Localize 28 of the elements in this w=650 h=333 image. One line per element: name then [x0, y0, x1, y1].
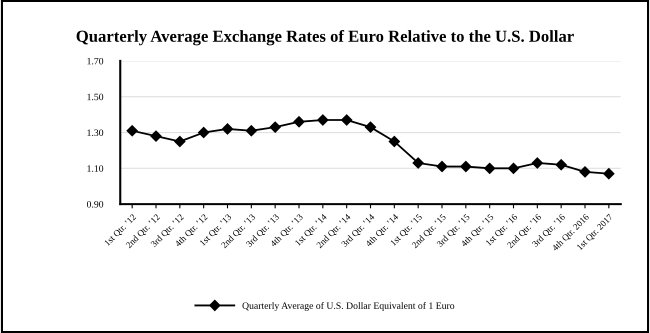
point	[150, 130, 162, 142]
y-tick-label: 0.90	[86, 201, 104, 208]
point	[270, 122, 281, 133]
point	[532, 157, 543, 169]
point	[460, 160, 472, 172]
legend-label: Quarterly Average of U.S. Dollar Equivalent of 1 Euro	[242, 302, 454, 311]
y-tick-label: 1.10	[87, 165, 104, 172]
point	[174, 136, 186, 148]
point	[317, 114, 328, 126]
y-tick-label: 1.30	[87, 129, 104, 136]
point	[579, 166, 591, 178]
point	[364, 122, 376, 133]
point	[603, 168, 614, 180]
point	[246, 125, 257, 136]
point	[126, 125, 138, 136]
point	[222, 123, 234, 135]
y-tick-label: 1.50	[87, 94, 104, 100]
point	[484, 162, 496, 174]
point	[412, 157, 424, 169]
point	[341, 114, 352, 126]
point	[556, 159, 567, 170]
point	[198, 126, 210, 138]
point	[293, 116, 305, 128]
point	[508, 162, 520, 174]
point	[436, 160, 448, 172]
y-tick-label: 1.70	[87, 58, 104, 64]
point	[388, 136, 400, 148]
chart-title: Quarterly Average Exchange Rates of Euro Relative to the U.S. Dollar	[76, 30, 574, 46]
